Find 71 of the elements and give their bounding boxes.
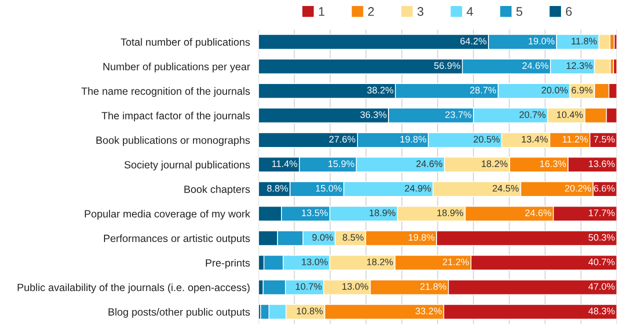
data-label: 13.5% bbox=[302, 209, 328, 216]
data-label: 10.8% bbox=[296, 308, 323, 314]
legend-label: 2 bbox=[368, 7, 374, 16]
legend-label: 5 bbox=[516, 7, 522, 16]
data-label: 20.7% bbox=[520, 111, 546, 118]
data-label: 7.5% bbox=[594, 136, 615, 143]
y-tick-label: Blog posts/other public outputs bbox=[108, 308, 250, 318]
data-label: 21.2% bbox=[442, 258, 469, 266]
data-label: 20.5% bbox=[474, 136, 500, 143]
legend-label: 1 bbox=[319, 7, 324, 16]
y-tick-label: Popular media coverage of my work bbox=[84, 210, 250, 220]
data-label: 10.4% bbox=[557, 111, 583, 118]
data-label: 10.7% bbox=[296, 283, 322, 290]
data-label: 64.2% bbox=[460, 38, 486, 44]
data-label: 19.0% bbox=[528, 38, 554, 44]
data-label: 18.9% bbox=[437, 209, 464, 216]
data-label: 16.3% bbox=[540, 160, 566, 168]
data-label: 24.6% bbox=[525, 209, 552, 216]
data-label: 56.9% bbox=[434, 62, 460, 69]
data-label: 6.9% bbox=[572, 86, 592, 94]
data-label: 13.6% bbox=[588, 160, 615, 168]
y-tick-label: Total number of publications bbox=[120, 38, 250, 48]
data-label: 28.7% bbox=[470, 86, 496, 94]
y-tick-label: Pre-prints bbox=[206, 258, 250, 269]
data-label: 24.6% bbox=[522, 62, 548, 69]
data-label: 11.2% bbox=[562, 136, 588, 143]
data-label: 12.3% bbox=[566, 62, 592, 69]
y-tick-label: Book publications or monographs bbox=[96, 136, 250, 146]
data-label: 13.0% bbox=[342, 283, 368, 290]
y-tick-label: Number of publications per year bbox=[103, 62, 250, 72]
y-tick-label: Book chapters bbox=[184, 185, 250, 196]
data-label: 24.5% bbox=[492, 184, 519, 192]
data-label: 11.8% bbox=[572, 38, 597, 44]
data-label: 19.8% bbox=[408, 234, 434, 241]
data-label: 8.5% bbox=[342, 234, 364, 241]
y-tick-label: The name recognition of the journals bbox=[81, 87, 250, 97]
data-label: 48.3% bbox=[588, 308, 615, 314]
data-label: 18.9% bbox=[370, 209, 396, 216]
data-label: 11.4% bbox=[272, 160, 298, 168]
data-label: 24.9% bbox=[404, 184, 431, 192]
data-label: 27.6% bbox=[329, 136, 356, 143]
data-label: 50.3% bbox=[588, 234, 615, 241]
data-label: 47.0% bbox=[588, 283, 615, 290]
data-label: 21.8% bbox=[420, 283, 446, 290]
data-label: 18.2% bbox=[367, 258, 393, 266]
data-label: 17.7% bbox=[588, 210, 615, 216]
data-label: 19.8% bbox=[400, 136, 426, 143]
data-label: 15.0% bbox=[316, 184, 342, 192]
legend-label: 3 bbox=[417, 7, 424, 16]
data-label: 15.9% bbox=[328, 160, 354, 168]
data-label: 20.0% bbox=[542, 86, 568, 94]
data-label: 18.2% bbox=[482, 160, 508, 168]
y-tick-label: Public availability of the journals (i.e. open-access) bbox=[18, 283, 250, 294]
data-label: 6.6% bbox=[594, 184, 615, 192]
data-label: 8.8% bbox=[267, 184, 288, 192]
data-label: 33.2% bbox=[416, 308, 442, 314]
y-tick-label: Society journal publications bbox=[124, 160, 250, 171]
y-tick-label: The impact factor of the journals bbox=[102, 112, 250, 122]
legend-label: 4 bbox=[466, 7, 473, 16]
legend-label: 6 bbox=[566, 7, 572, 16]
y-tick-label: Performances or artistic outputs bbox=[104, 234, 250, 244]
bar bbox=[613, 58, 617, 74]
data-label: 13.0% bbox=[302, 258, 328, 266]
data-label: 38.2% bbox=[367, 86, 394, 94]
data-label: 40.7% bbox=[588, 258, 615, 266]
data-label: 20.2% bbox=[565, 184, 591, 192]
data-label: 24.6% bbox=[416, 160, 442, 168]
data-label: 23.7% bbox=[445, 111, 472, 118]
data-label: 36.3% bbox=[360, 111, 386, 118]
data-label: 9.0% bbox=[312, 234, 334, 241]
data-label: 13.4% bbox=[522, 136, 548, 143]
